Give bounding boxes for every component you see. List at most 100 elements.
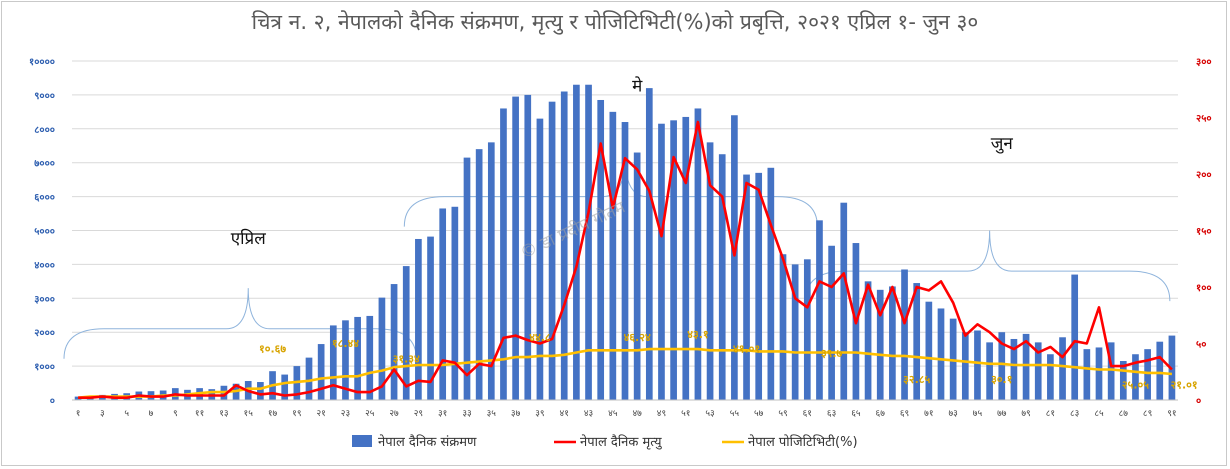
month-annotation: एप्रिल: [231, 228, 266, 249]
x-tick-label: ९१: [1167, 409, 1176, 419]
bar: [560, 91, 568, 400]
bar: [1107, 342, 1115, 400]
data-label: ४४.८: [529, 331, 551, 344]
x-tick-label: ५७: [754, 409, 764, 419]
bar: [755, 172, 763, 400]
x-tick-label: ५: [124, 409, 129, 419]
bar: [573, 84, 580, 400]
x-tick-label: ५३: [705, 409, 714, 419]
x-tick-label: ६१: [803, 409, 812, 419]
x-tick-label: ३: [100, 409, 105, 419]
x-tick-label: ८३: [1070, 409, 1079, 419]
bar: [329, 325, 337, 400]
bar: [682, 116, 690, 400]
bar: [901, 269, 908, 400]
bar: [913, 283, 921, 400]
bar: [1144, 349, 1151, 400]
bar: [257, 382, 264, 400]
legend-label-cases: नेपाल दैनिक संक्रमण: [378, 434, 477, 450]
data-label: २१.०१: [1171, 379, 1198, 392]
bar: [889, 286, 896, 400]
y-right-tick-label: ०: [1196, 396, 1201, 407]
x-tick-label: ३१: [438, 409, 447, 419]
bar: [390, 284, 398, 400]
bar: [1083, 349, 1091, 400]
bar: [1022, 333, 1030, 400]
data-label: १०.६७: [259, 343, 286, 356]
x-tick-label: २५: [365, 409, 375, 419]
data-label: ४६.२४: [624, 331, 651, 344]
x-tick-label: ५५: [730, 409, 740, 419]
y-right-tick-label: १५०: [1196, 227, 1212, 238]
bar: [864, 281, 872, 400]
x-tick-label: ७३: [948, 409, 957, 419]
y-right-tick-label: ५०: [1196, 340, 1206, 351]
month-annotation: मे: [632, 76, 643, 97]
bar: [840, 202, 848, 400]
bar: [816, 220, 823, 400]
x-tick-label: ५९: [778, 409, 787, 419]
x-tick-label: ८९: [1143, 409, 1152, 419]
bar: [1047, 354, 1054, 400]
chart-title: चित्र न. २, नेपालको दैनिक संक्रमण, मृत्य…: [251, 10, 979, 34]
x-tick-label: २९: [414, 409, 423, 419]
bar: [937, 308, 945, 400]
x-tick-label: १५: [244, 409, 254, 419]
bar: [633, 152, 641, 400]
bar: [536, 118, 544, 400]
y-left-tick-label: ३०००: [34, 294, 55, 305]
bar: [585, 84, 592, 400]
x-tick-label: ८७: [1119, 409, 1129, 419]
bar: [961, 332, 969, 400]
x-tick-label: ७९: [1021, 409, 1030, 419]
x-tick-label: ८५: [1094, 409, 1104, 419]
bar: [402, 266, 410, 400]
data-label: ३१.३४: [393, 353, 420, 366]
data-label: २५.०५: [1122, 379, 1149, 392]
bar: [694, 108, 702, 401]
y-left-tick-label: ७०००: [34, 159, 55, 170]
x-tick-label: ३३: [462, 409, 471, 419]
data-label: ३२.८५: [903, 373, 930, 386]
bar: [74, 396, 82, 400]
bar: [621, 122, 629, 401]
bar: [731, 115, 738, 401]
x-tick-label: १३: [219, 409, 228, 419]
bar: [609, 111, 617, 400]
bar: [767, 167, 775, 400]
bar: [512, 96, 519, 400]
bar: [354, 316, 361, 400]
legend-swatch-cases: [352, 435, 372, 447]
bar: [378, 297, 386, 400]
y-left-tick-label: ०: [50, 396, 55, 407]
bar: [366, 315, 374, 400]
bar: [876, 289, 884, 400]
x-tick-label: २७: [389, 409, 399, 419]
bar: [974, 330, 981, 400]
y-right-tick-label: २५०: [1196, 114, 1212, 125]
x-tick-label: १७: [268, 409, 278, 419]
bar: [415, 238, 422, 400]
bar: [451, 206, 459, 400]
bar: [645, 88, 653, 401]
x-tick-label: ४३: [584, 409, 593, 419]
bar: [803, 259, 811, 400]
bar: [342, 320, 349, 400]
bar: [281, 374, 289, 400]
bar: [998, 332, 1006, 400]
bar: [524, 94, 532, 401]
bar: [548, 101, 556, 401]
bar: [670, 120, 677, 400]
x-tick-label: ६५: [851, 409, 861, 419]
y-left-tick-label: १०००: [34, 362, 55, 373]
y-right-tick-label: २००: [1196, 170, 1212, 181]
x-tick-label: ३५: [487, 409, 497, 419]
bar: [487, 142, 495, 401]
bar: [1034, 342, 1042, 400]
bar: [1132, 354, 1139, 400]
bar: [439, 208, 447, 400]
bar: [925, 301, 933, 400]
x-tick-label: १९: [292, 409, 301, 419]
bar: [1059, 337, 1066, 400]
